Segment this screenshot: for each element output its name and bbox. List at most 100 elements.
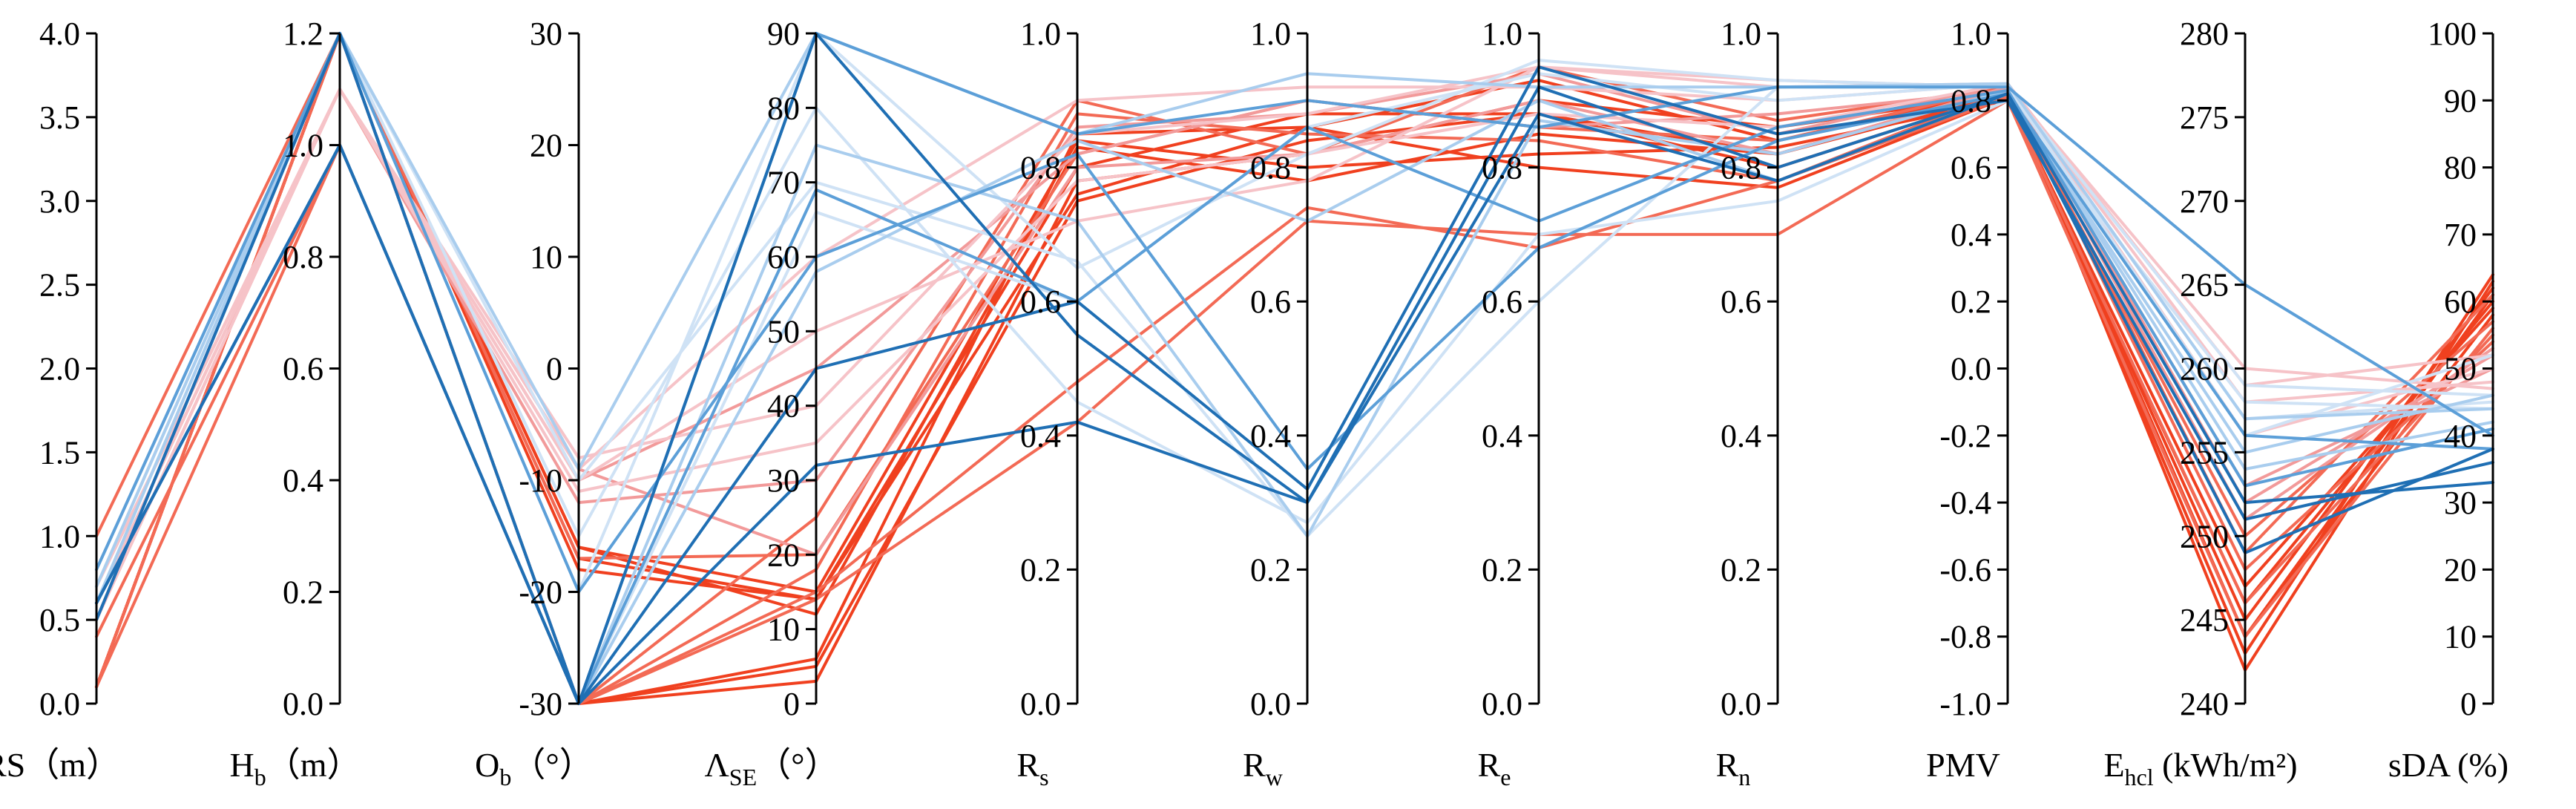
tick-label: 40 bbox=[767, 388, 800, 425]
tick-label: 0.6 bbox=[1951, 150, 1991, 186]
tick-label: 60 bbox=[2444, 284, 2477, 320]
axis-title: ΛSE（°） bbox=[704, 746, 838, 790]
tick-label: 0.6 bbox=[283, 351, 323, 387]
tick-label: 255 bbox=[2180, 434, 2229, 471]
tick-label: 70 bbox=[2444, 217, 2477, 253]
tick-label: 80 bbox=[767, 90, 800, 126]
tick-label: 0.2 bbox=[1020, 551, 1061, 588]
tick-label: 1.0 bbox=[283, 128, 323, 164]
tick-label: 1.2 bbox=[283, 16, 323, 52]
axis-1: 0.0 0.5 1.0 1.5 2.0 2.5 3.0 3.5 4.0 RS（m） bbox=[0, 16, 120, 784]
tick-label: 0.4 bbox=[1951, 217, 1991, 253]
tick-label: 0.0 bbox=[1020, 686, 1061, 722]
tick-label: 0.6 bbox=[1721, 284, 1761, 320]
tick-label: -0.8 bbox=[1939, 619, 1991, 655]
tick-label: 0.4 bbox=[1020, 418, 1061, 454]
tick-label: 90 bbox=[2444, 82, 2477, 119]
tick-label: -0.2 bbox=[1939, 418, 1991, 454]
axis-title: Ehcl (kWh/m²) bbox=[2103, 746, 2297, 790]
tick-label: 30 bbox=[2444, 485, 2477, 521]
tick-label: -0.4 bbox=[1939, 485, 1991, 521]
tick-label: 1.0 bbox=[1482, 16, 1522, 52]
axis-4: 0 10 20 30 40 50 60 70 80 90 ΛSE（°） bbox=[704, 16, 838, 790]
tick-label: 1.5 bbox=[39, 434, 80, 471]
axis-title: Ob（°） bbox=[475, 746, 594, 790]
axis-title: PMV bbox=[1926, 746, 2000, 784]
tick-label: 0.6 bbox=[1250, 284, 1291, 320]
axis-8: 0.0 0.2 0.4 0.6 0.8 1.0 Rn bbox=[1716, 16, 1779, 790]
tick-label: 0.4 bbox=[283, 462, 323, 499]
axis-title: Rn bbox=[1716, 746, 1751, 790]
tick-label: 0.2 bbox=[283, 574, 323, 611]
tick-label: 260 bbox=[2180, 351, 2229, 387]
tick-label: 100 bbox=[2428, 16, 2477, 52]
tick-label: 0.8 bbox=[1951, 82, 1991, 119]
axis-10: 240 245 250 255 260 265 270 275 280 Ehcl (kWh/m²) bbox=[2103, 16, 2297, 790]
axis-title: RS（m） bbox=[0, 746, 120, 784]
axes: 0.00.51.01.52.02.53.03.54.0RS（m）0.00.20.… bbox=[0, 16, 2508, 790]
tick-label: 2.0 bbox=[39, 351, 80, 387]
tick-label: 0.0 bbox=[283, 686, 323, 722]
tick-label: -10 bbox=[519, 462, 562, 499]
axis-7: 0.0 0.2 0.4 0.6 0.8 1.0 Re bbox=[1478, 16, 1540, 790]
axis-title: sDA (%) bbox=[2388, 746, 2508, 784]
tick-label: 1.0 bbox=[1951, 16, 1991, 52]
tick-label: 0.6 bbox=[1020, 284, 1061, 320]
axis-title: Hb（m） bbox=[229, 746, 361, 790]
tick-label: 250 bbox=[2180, 518, 2229, 554]
tick-label: 70 bbox=[767, 165, 800, 201]
tick-label: 0.5 bbox=[39, 602, 80, 638]
tick-label: 30 bbox=[530, 16, 562, 52]
tick-label: 1.0 bbox=[1250, 16, 1291, 52]
tick-label: 50 bbox=[2444, 351, 2477, 387]
tick-label: 245 bbox=[2180, 602, 2229, 638]
tick-label: 30 bbox=[767, 462, 800, 499]
tick-label: 1.0 bbox=[1020, 16, 1061, 52]
tick-label: 270 bbox=[2180, 183, 2229, 220]
tick-label: 3.5 bbox=[39, 99, 80, 136]
tick-label: 0.0 bbox=[1951, 351, 1991, 387]
tick-label: 0.2 bbox=[1951, 284, 1991, 320]
tick-label: -30 bbox=[519, 686, 562, 722]
axis-3: -30 -20 -10 0 10 20 30 Ob（°） bbox=[475, 16, 594, 790]
tick-label: 0.4 bbox=[1721, 418, 1761, 454]
tick-label: -20 bbox=[519, 574, 562, 611]
axis-title: Rs bbox=[1016, 746, 1048, 790]
tick-label: 0.2 bbox=[1250, 551, 1291, 588]
tick-label: 0.4 bbox=[1250, 418, 1291, 454]
tick-label: 0 bbox=[783, 686, 800, 722]
tick-label: 10 bbox=[767, 612, 800, 648]
tick-label: 0 bbox=[546, 351, 562, 387]
tick-label: 265 bbox=[2180, 267, 2229, 304]
axis-5: 0.0 0.2 0.4 0.6 0.8 1.0 Rs bbox=[1016, 16, 1079, 790]
axis-title: Rw bbox=[1243, 746, 1283, 790]
tick-label: 0.8 bbox=[1250, 150, 1291, 186]
tick-label: 0.8 bbox=[1721, 150, 1761, 186]
axis-6: 0.0 0.2 0.4 0.6 0.8 1.0 Rw bbox=[1243, 16, 1309, 790]
series-lines bbox=[95, 32, 2494, 705]
tick-label: 20 bbox=[767, 537, 800, 573]
tick-label: 10 bbox=[2444, 619, 2477, 655]
axis-title: Re bbox=[1478, 746, 1511, 790]
tick-label: 0.0 bbox=[1721, 686, 1761, 722]
tick-label: 90 bbox=[767, 16, 800, 52]
tick-label: 0.4 bbox=[1482, 418, 1522, 454]
axis-9: -1.0 -0.8 -0.6 -0.4 -0.2 0.0 0.2 0.4 0.6 0.8 1.0 PM… bbox=[1926, 16, 2009, 784]
tick-label: 0.8 bbox=[1482, 150, 1522, 186]
tick-label: 275 bbox=[2180, 99, 2229, 136]
tick-label: 80 bbox=[2444, 150, 2477, 186]
tick-label: 280 bbox=[2180, 16, 2229, 52]
tick-label: 0 bbox=[2460, 686, 2477, 722]
tick-label: 1.0 bbox=[1721, 16, 1761, 52]
series-line-9 bbox=[95, 95, 2494, 705]
axis-2: 0.0 0.2 0.4 0.6 0.8 1.0 1.2 Hb（m） bbox=[229, 16, 361, 790]
tick-label: 3.0 bbox=[39, 183, 80, 220]
tick-label: 40 bbox=[2444, 418, 2477, 454]
tick-label: 0.0 bbox=[1250, 686, 1291, 722]
tick-label: 0.8 bbox=[1020, 150, 1061, 186]
tick-label: 0.0 bbox=[39, 686, 80, 722]
tick-label: 0.0 bbox=[1482, 686, 1522, 722]
tick-label: 60 bbox=[767, 239, 800, 275]
tick-label: 2.5 bbox=[39, 267, 80, 304]
tick-label: -0.6 bbox=[1939, 551, 1991, 588]
